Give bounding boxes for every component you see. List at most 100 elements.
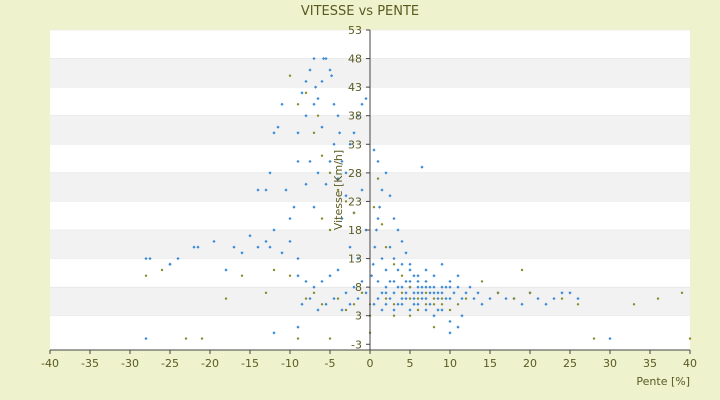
data-point: [456, 325, 460, 329]
data-point: [373, 245, 377, 249]
data-point: [268, 171, 272, 175]
data-point: [296, 274, 300, 278]
data-point: [280, 251, 284, 255]
data-point: [456, 274, 460, 278]
data-point: [444, 285, 448, 289]
data-point: [316, 96, 320, 101]
data-point: [348, 302, 352, 306]
data-point: [288, 274, 292, 277]
data-point: [372, 148, 376, 152]
x-tick-label: 40: [683, 357, 697, 370]
data-point: [488, 296, 492, 301]
data-point: [408, 279, 412, 284]
data-point: [336, 297, 340, 300]
data-point: [292, 205, 296, 209]
data-point: [404, 279, 408, 284]
data-point: [400, 296, 404, 301]
data-point: [408, 268, 412, 272]
data-point: [248, 234, 252, 238]
data-point: [400, 239, 404, 244]
y-tick-label: -3: [351, 338, 362, 351]
data-point: [264, 188, 268, 192]
data-point: [264, 291, 268, 295]
data-point: [296, 337, 300, 340]
data-point: [328, 159, 332, 164]
data-point: [312, 285, 316, 289]
data-point: [224, 297, 228, 300]
data-point: [344, 171, 348, 175]
data-point: [328, 228, 332, 232]
y-tick-label: 3: [355, 310, 362, 323]
data-point: [436, 308, 440, 312]
data-point: [404, 251, 408, 255]
data-point: [240, 274, 244, 277]
data-point: [424, 308, 428, 312]
data-point: [308, 296, 312, 301]
data-point: [472, 296, 476, 301]
data-point: [400, 262, 404, 266]
data-point: [284, 188, 288, 192]
data-point: [460, 314, 464, 318]
data-point: [568, 291, 572, 295]
x-tick-label: 15: [483, 357, 497, 370]
data-point: [608, 336, 612, 341]
data-point: [348, 142, 352, 146]
x-tick-label: -30: [121, 357, 139, 370]
data-point: [412, 296, 416, 301]
data-point: [392, 308, 396, 312]
data-point: [464, 297, 468, 300]
data-point: [380, 308, 384, 312]
data-point: [280, 102, 284, 106]
data-point: [384, 285, 388, 289]
data-point: [384, 268, 388, 272]
data-point: [400, 285, 404, 289]
data-point: [272, 268, 276, 272]
data-point: [520, 302, 524, 306]
data-point: [256, 188, 260, 192]
data-point: [332, 102, 336, 106]
data-point: [396, 228, 400, 232]
data-point: [384, 302, 388, 306]
y-tick-label: 13: [348, 253, 362, 266]
data-point: [352, 211, 356, 215]
data-point: [360, 279, 364, 284]
data-point: [296, 256, 300, 261]
data-point: [436, 291, 440, 295]
data-point: [304, 182, 308, 186]
data-point: [456, 303, 460, 306]
x-tick-label: -5: [325, 357, 336, 370]
data-point: [424, 285, 428, 289]
data-point: [400, 274, 404, 277]
x-tick-label: -15: [241, 357, 259, 370]
data-point: [316, 171, 320, 175]
x-tick-label: 30: [603, 357, 617, 370]
data-point: [468, 285, 472, 289]
data-point: [536, 296, 540, 301]
data-point: [360, 102, 364, 106]
data-point: [408, 308, 412, 312]
data-point: [272, 331, 276, 335]
data-point: [392, 279, 396, 284]
data-point: [440, 262, 444, 266]
data-point: [420, 291, 424, 295]
data-point: [396, 268, 400, 272]
data-point: [416, 274, 420, 278]
data-point: [420, 285, 424, 289]
data-point: [320, 279, 324, 284]
data-point: [384, 297, 388, 300]
data-point: [480, 302, 484, 306]
data-point: [388, 194, 392, 198]
data-point: [432, 291, 436, 295]
data-point: [416, 308, 420, 312]
data-point: [632, 303, 636, 306]
data-point: [192, 245, 196, 249]
x-tick-label: 10: [443, 357, 457, 370]
data-point: [432, 285, 436, 289]
data-point: [356, 114, 360, 118]
data-point: [504, 296, 508, 301]
data-point: [356, 256, 360, 261]
data-point: [388, 296, 392, 301]
data-point: [324, 302, 328, 306]
data-point: [376, 177, 380, 180]
